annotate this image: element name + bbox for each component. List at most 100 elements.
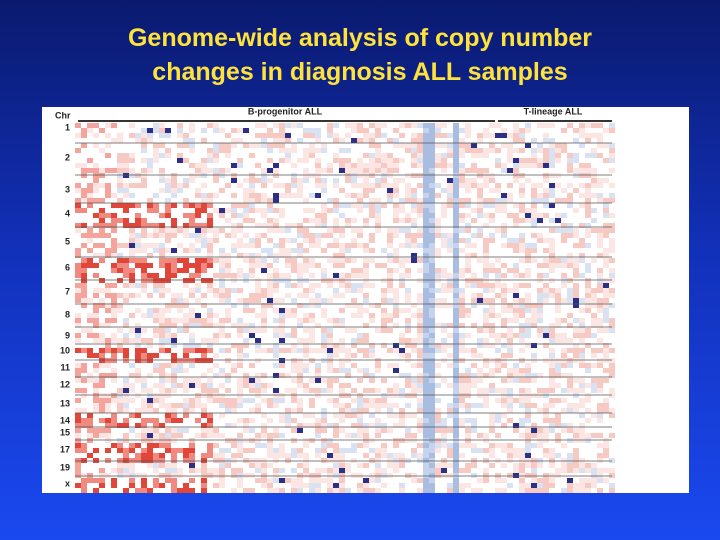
heatmap-cell — [543, 328, 549, 333]
heatmap-cell — [453, 478, 459, 483]
heatmap-cell — [453, 183, 459, 188]
heatmap-cell — [75, 208, 81, 213]
heatmap-cell — [363, 348, 369, 353]
heatmap-cell — [171, 458, 177, 463]
heatmap-cell — [525, 163, 531, 168]
heatmap-cell — [189, 333, 195, 338]
heatmap-cell — [435, 268, 441, 273]
heatmap-cell — [501, 133, 507, 138]
heatmap-cell — [189, 278, 195, 283]
heatmap-cell — [303, 423, 309, 428]
heatmap-cell — [531, 403, 537, 408]
heatmap-cell — [231, 208, 237, 213]
heatmap-cell — [429, 388, 435, 393]
heatmap-cell — [135, 213, 141, 218]
heatmap-cell — [111, 303, 117, 308]
heatmap-cell — [141, 278, 147, 283]
heatmap-cell — [273, 123, 279, 128]
heatmap-cell — [423, 383, 429, 388]
heatmap-cell — [303, 278, 309, 283]
heatmap-cell — [585, 228, 591, 233]
heatmap-cell — [243, 213, 249, 218]
heatmap-cell — [255, 258, 261, 263]
heatmap-cell — [117, 278, 123, 283]
heatmap-cell — [279, 318, 285, 323]
heatmap-cell — [447, 183, 453, 188]
heatmap-cell — [99, 198, 105, 203]
heatmap-cell — [129, 458, 135, 463]
chromosome-label: 5 — [65, 236, 70, 246]
heatmap-cell — [597, 413, 603, 418]
heatmap-cell — [489, 148, 495, 153]
heatmap-cell — [99, 338, 105, 343]
heatmap-cell — [135, 488, 141, 493]
heatmap-cell — [477, 138, 483, 143]
heatmap-cell — [567, 233, 573, 238]
heatmap-cell — [261, 323, 267, 328]
heatmap-cell — [231, 458, 237, 463]
heatmap-cell — [231, 138, 237, 143]
heatmap-cell — [153, 228, 159, 233]
heatmap-cell — [459, 338, 465, 343]
heatmap-cell — [477, 338, 483, 343]
heatmap-cell — [501, 198, 507, 203]
heatmap-cell — [561, 428, 567, 433]
heatmap-cell — [303, 178, 309, 183]
heatmap-cell — [279, 148, 285, 153]
heatmap-cell — [549, 368, 555, 373]
heatmap-cell — [123, 338, 129, 343]
heatmap-cell — [465, 333, 471, 338]
heatmap-cell — [579, 398, 585, 403]
heatmap-cell — [321, 428, 327, 433]
heatmap-cell — [399, 133, 405, 138]
heatmap-cell — [165, 148, 171, 153]
heatmap-cell — [597, 123, 603, 128]
heatmap-cell — [459, 468, 465, 473]
heatmap-cell — [381, 443, 387, 448]
heatmap-cell — [435, 473, 441, 478]
heatmap-cell — [435, 233, 441, 238]
heatmap-cell — [153, 423, 159, 428]
heatmap-cell — [279, 433, 285, 438]
heatmap-cell — [447, 403, 453, 408]
heatmap-cell — [351, 408, 357, 413]
heatmap-cell — [387, 228, 393, 233]
heatmap-cell — [345, 373, 351, 378]
heatmap-cell — [483, 273, 489, 278]
heatmap-cell — [429, 463, 435, 468]
heatmap-cell — [441, 268, 447, 273]
chromosome-label: 6 — [65, 262, 70, 272]
heatmap-cell — [423, 463, 429, 468]
heatmap-cell — [411, 343, 417, 348]
heatmap-cell — [519, 148, 525, 153]
heatmap-cell — [177, 418, 183, 423]
heatmap-cell — [447, 363, 453, 368]
heatmap-cell — [387, 253, 393, 258]
heatmap-cell — [441, 123, 447, 128]
heatmap-cell — [219, 318, 225, 323]
heatmap-cell — [177, 133, 183, 138]
heatmap-cell — [405, 328, 411, 333]
heatmap-cell — [423, 363, 429, 368]
heatmap-cell — [87, 183, 93, 188]
heatmap-cell — [375, 148, 381, 153]
heatmap-cell — [609, 228, 615, 233]
heatmap-cell — [141, 458, 147, 463]
heatmap-cell — [201, 488, 207, 493]
heatmap-cell — [507, 483, 513, 488]
heatmap-cell — [495, 158, 501, 163]
heatmap-cell — [603, 398, 609, 403]
heatmap-cell — [315, 243, 321, 248]
heatmap-cell — [81, 273, 87, 278]
heatmap-cell — [189, 313, 195, 318]
heatmap-cell — [513, 428, 519, 433]
heatmap-cell — [357, 288, 363, 293]
heatmap-cell — [87, 158, 93, 163]
heatmap-cell — [327, 283, 333, 288]
heatmap-cell — [309, 478, 315, 483]
heatmap-cell — [603, 128, 609, 133]
heatmap-cell — [249, 153, 255, 158]
heatmap-cell — [99, 168, 105, 173]
heatmap-cell — [567, 383, 573, 388]
heatmap-cell — [447, 163, 453, 168]
